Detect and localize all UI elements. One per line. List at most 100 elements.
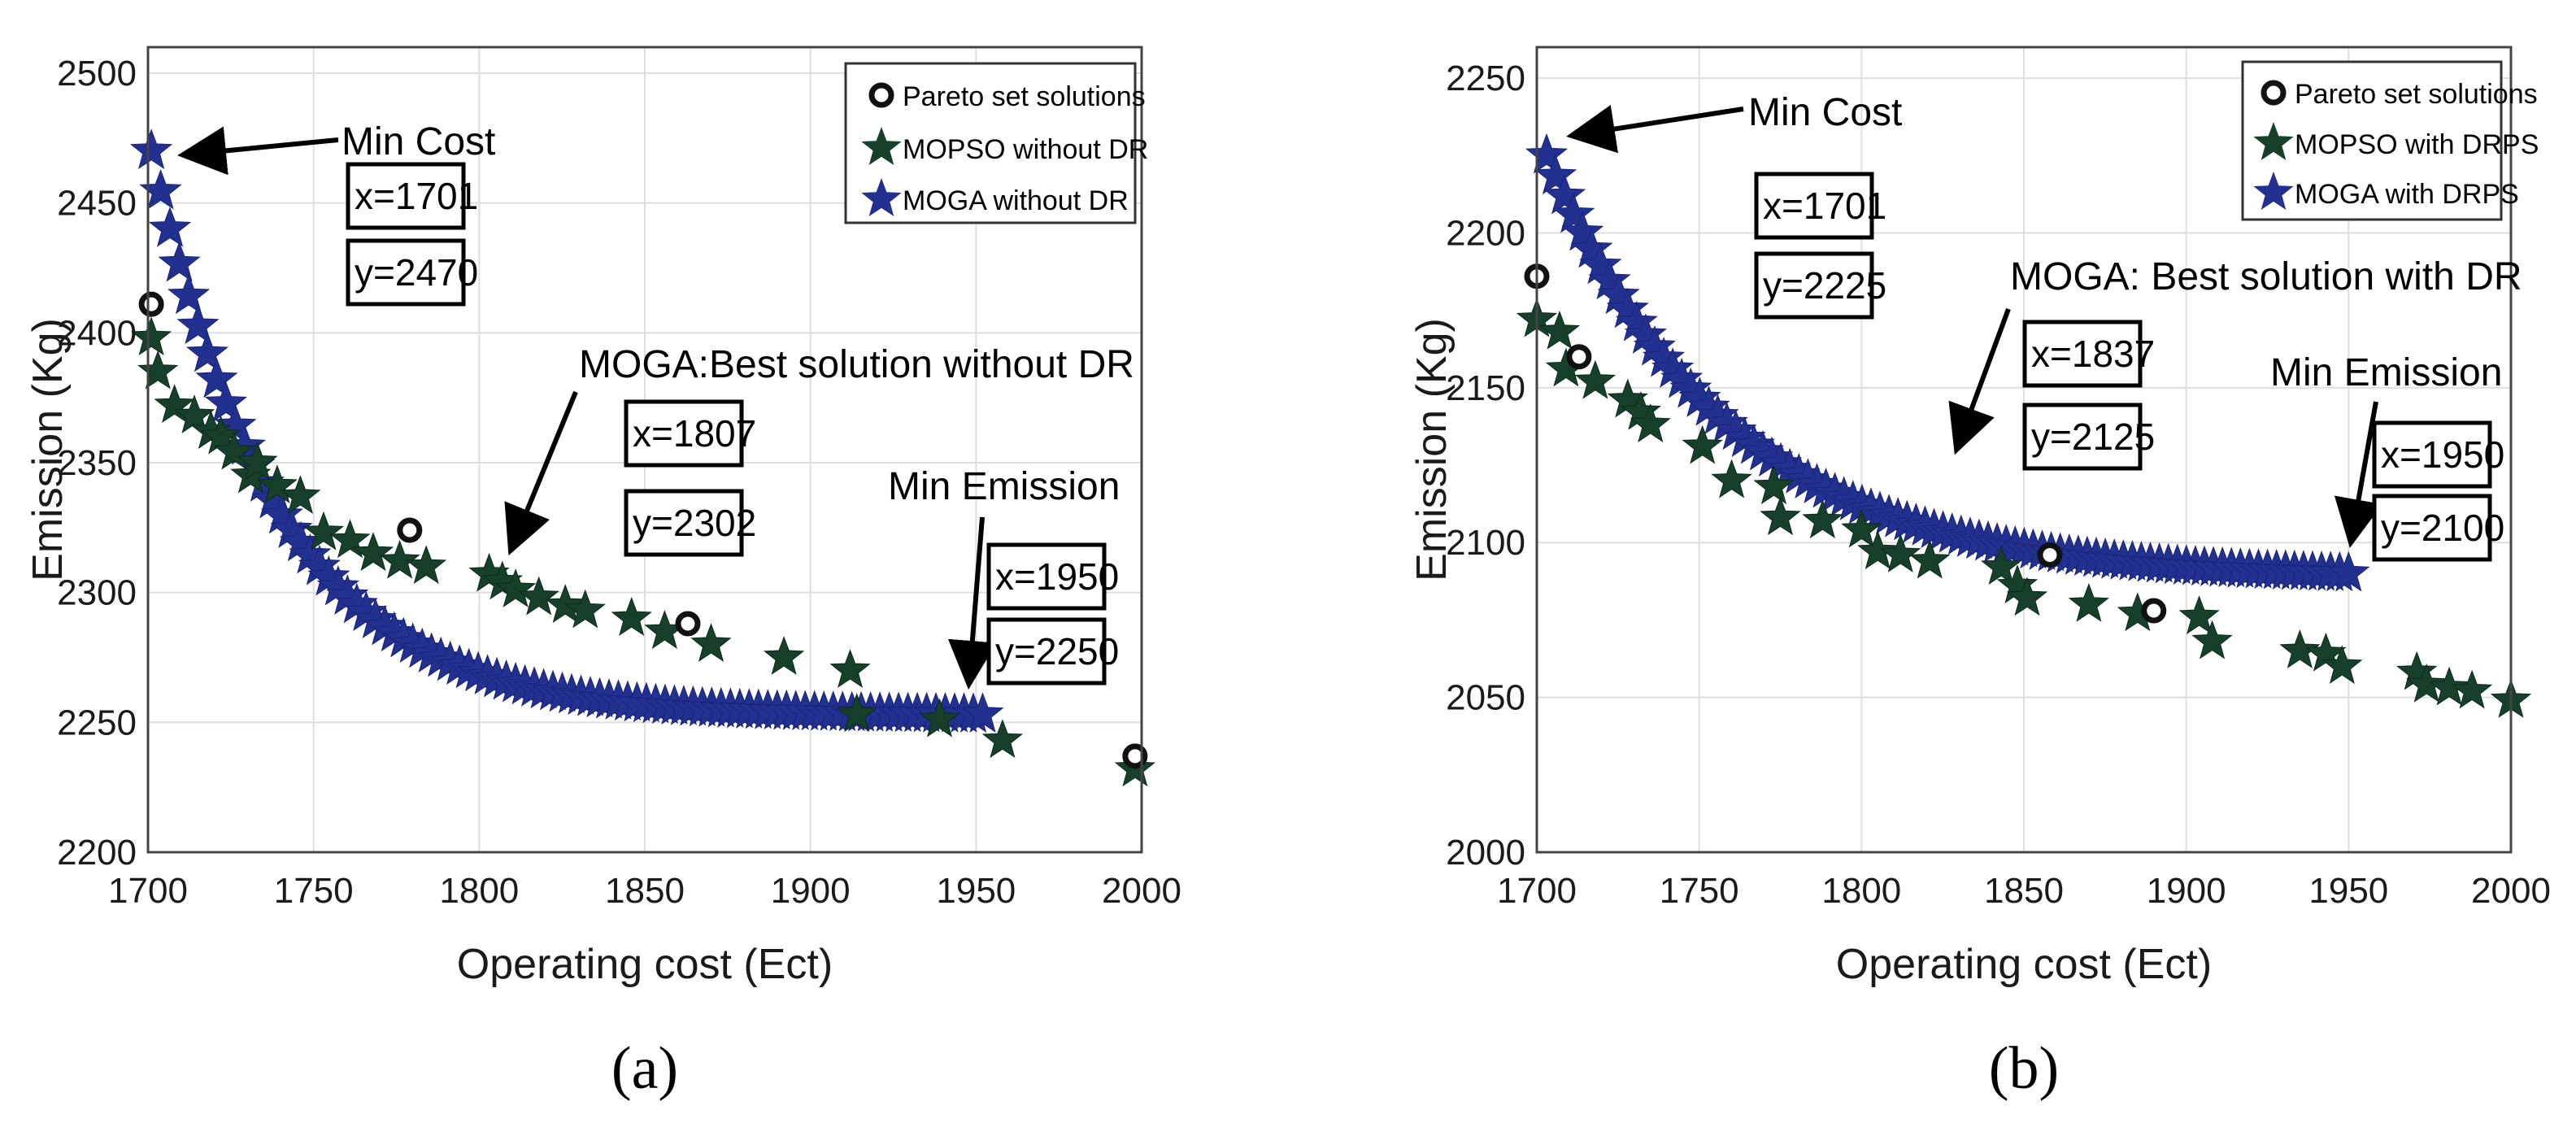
panel-label-a: (a) xyxy=(611,1035,678,1102)
legend-b: Pareto set solutions MOPSO with DRPS MOG… xyxy=(2241,60,2539,221)
mopso-star-point xyxy=(2321,645,2363,684)
min-emission-label-b: Min Emission xyxy=(2270,351,2502,394)
mopso-star-point xyxy=(1880,533,1921,572)
annotation-min-emission-b: Min Emission x=1950 y=2100 xyxy=(2270,351,2504,562)
min-cost-x-box-a xyxy=(346,162,466,230)
annotation-best-b: MOGA: Best solution with DR x=1837 y=212… xyxy=(1948,255,2522,471)
moga-star-point xyxy=(2327,551,2370,592)
moga-star-point xyxy=(176,303,220,345)
ticks-a: 1700 1750 1800 1850 1900 1950 2000 2200 2250 2300… xyxy=(57,54,1181,911)
mopso-star-point xyxy=(406,545,447,585)
moga-star-point xyxy=(139,168,182,210)
legend-star-marker xyxy=(2253,122,2294,160)
best-solution-arrow-a xyxy=(504,390,578,556)
legend-moga-label-a: MOGA without DR xyxy=(903,185,1129,216)
moga-star-point xyxy=(158,241,201,282)
mopso-star-point xyxy=(1538,310,1581,350)
x-tick-label: 2000 xyxy=(1102,871,1181,911)
y-tick-label: 2250 xyxy=(57,703,137,742)
moga-star-point xyxy=(148,207,192,247)
best-solution-arrow-b xyxy=(1948,307,2011,455)
min-cost-y-value-b: y=2225 xyxy=(1763,264,1886,307)
x-axis-label-a: Operating cost (Ect) xyxy=(457,941,833,988)
min-emission-x-box-b xyxy=(2372,420,2492,489)
y-tick-label: 2050 xyxy=(1446,678,1525,718)
x-tick-label: 1750 xyxy=(274,871,354,911)
x-tick-label: 1700 xyxy=(108,871,188,911)
mopso-star-point xyxy=(2451,669,2493,709)
mopso-star-point xyxy=(154,384,195,424)
y-tick-label: 2150 xyxy=(1446,368,1525,408)
mopso-star-point xyxy=(137,350,179,390)
best-x-box-a xyxy=(624,399,744,468)
y-tick-label: 2450 xyxy=(57,184,137,224)
y-axis-label-b: Emission (Kg) xyxy=(1408,318,1456,581)
x-axis-label-b: Operating cost (Ect) xyxy=(1836,941,2212,988)
axes-frame-a xyxy=(146,46,1143,854)
legend-moga-label-b: MOGA with DRPS xyxy=(2295,179,2519,210)
legend-pareto-label-a: Pareto set solutions xyxy=(903,81,1146,112)
min-cost-y-value-a: y=2470 xyxy=(355,251,478,294)
mopso-star-point xyxy=(981,719,1024,759)
moga-star-point xyxy=(1534,154,1577,195)
x-tick-label: 1850 xyxy=(1984,871,2064,911)
x-tick-label: 1900 xyxy=(771,871,851,911)
moga-star-point xyxy=(129,128,173,169)
moga-star-point xyxy=(1552,192,1595,233)
pareto-point xyxy=(2141,598,2167,624)
legend-a: Pareto set solutions MOPSO without DR MO… xyxy=(844,62,1148,224)
best-y-value-a: y=2302 xyxy=(633,502,756,544)
best-x-box-b xyxy=(2022,320,2143,388)
mopso-star-point xyxy=(379,539,420,579)
annotation-min-cost-b: Min Cost x=1701 y=2225 xyxy=(1566,91,1902,320)
mopso-star-point xyxy=(495,568,537,607)
legend-star-marker xyxy=(861,178,902,216)
moga-star-point xyxy=(363,604,407,646)
best-x-value-a: x=1807 xyxy=(633,412,756,455)
min-cost-label-b: Min Cost xyxy=(1748,91,1902,134)
mopso-star-point xyxy=(256,464,298,504)
mopso-star-point xyxy=(690,623,732,662)
pareto-point xyxy=(397,517,423,543)
mopso-star-point xyxy=(564,589,606,629)
legend-star-marker xyxy=(2253,172,2294,210)
best-solution-label-b: MOGA: Best solution with DR xyxy=(2010,255,2522,298)
mopso-star-point xyxy=(2429,666,2470,706)
min-cost-arrow-a xyxy=(177,126,339,176)
min-emission-label-a: Min Emission xyxy=(888,465,1120,508)
min-emission-y-value-b: y=2100 xyxy=(2381,507,2504,549)
mopso-star-point xyxy=(611,597,652,636)
ticks-b: 1700 1750 1800 1850 1900 1950 2000 2000 2050 2100… xyxy=(1446,59,2551,911)
moga-star-point xyxy=(185,331,229,372)
min-emission-arrow-a xyxy=(947,516,997,690)
mopso-star-point xyxy=(1760,496,1801,536)
mopso-star-point xyxy=(2191,620,2233,659)
pareto-point xyxy=(1566,344,1592,370)
y-tick-label: 2000 xyxy=(1446,833,1525,873)
x-tick-label: 1900 xyxy=(2147,871,2226,911)
mopso-star-point xyxy=(280,475,321,514)
pareto-point xyxy=(675,611,701,637)
legend-moga-marker-b xyxy=(2253,172,2294,210)
best-y-box-b xyxy=(2022,403,2143,471)
y-tick-label: 2300 xyxy=(57,573,137,613)
mopso-star-point xyxy=(2178,595,2220,634)
y-tick-label: 2100 xyxy=(1446,523,1525,563)
legend-pareto-marker-a xyxy=(868,82,894,108)
y-tick-label: 2350 xyxy=(57,443,137,483)
mopso-star-point xyxy=(1841,508,1882,548)
min-emission-y-box-a xyxy=(986,617,1107,686)
min-cost-y-box-b xyxy=(1754,251,1874,320)
mopso-star-point xyxy=(2279,629,2321,668)
moga-star-point xyxy=(372,611,416,652)
x-tick-label: 1750 xyxy=(1660,871,1739,911)
legend-star-marker xyxy=(861,127,902,165)
x-tick-label: 1800 xyxy=(439,871,519,911)
mopso-star-point xyxy=(1909,539,1951,579)
best-y-box-a xyxy=(624,489,744,557)
min-cost-arrow-b xyxy=(1566,104,1744,154)
mopso-star-point xyxy=(2068,582,2109,622)
mopso-star-point xyxy=(1753,465,1795,505)
min-emission-y-value-a: y=2250 xyxy=(995,630,1119,672)
mopso-star-point xyxy=(190,410,232,450)
